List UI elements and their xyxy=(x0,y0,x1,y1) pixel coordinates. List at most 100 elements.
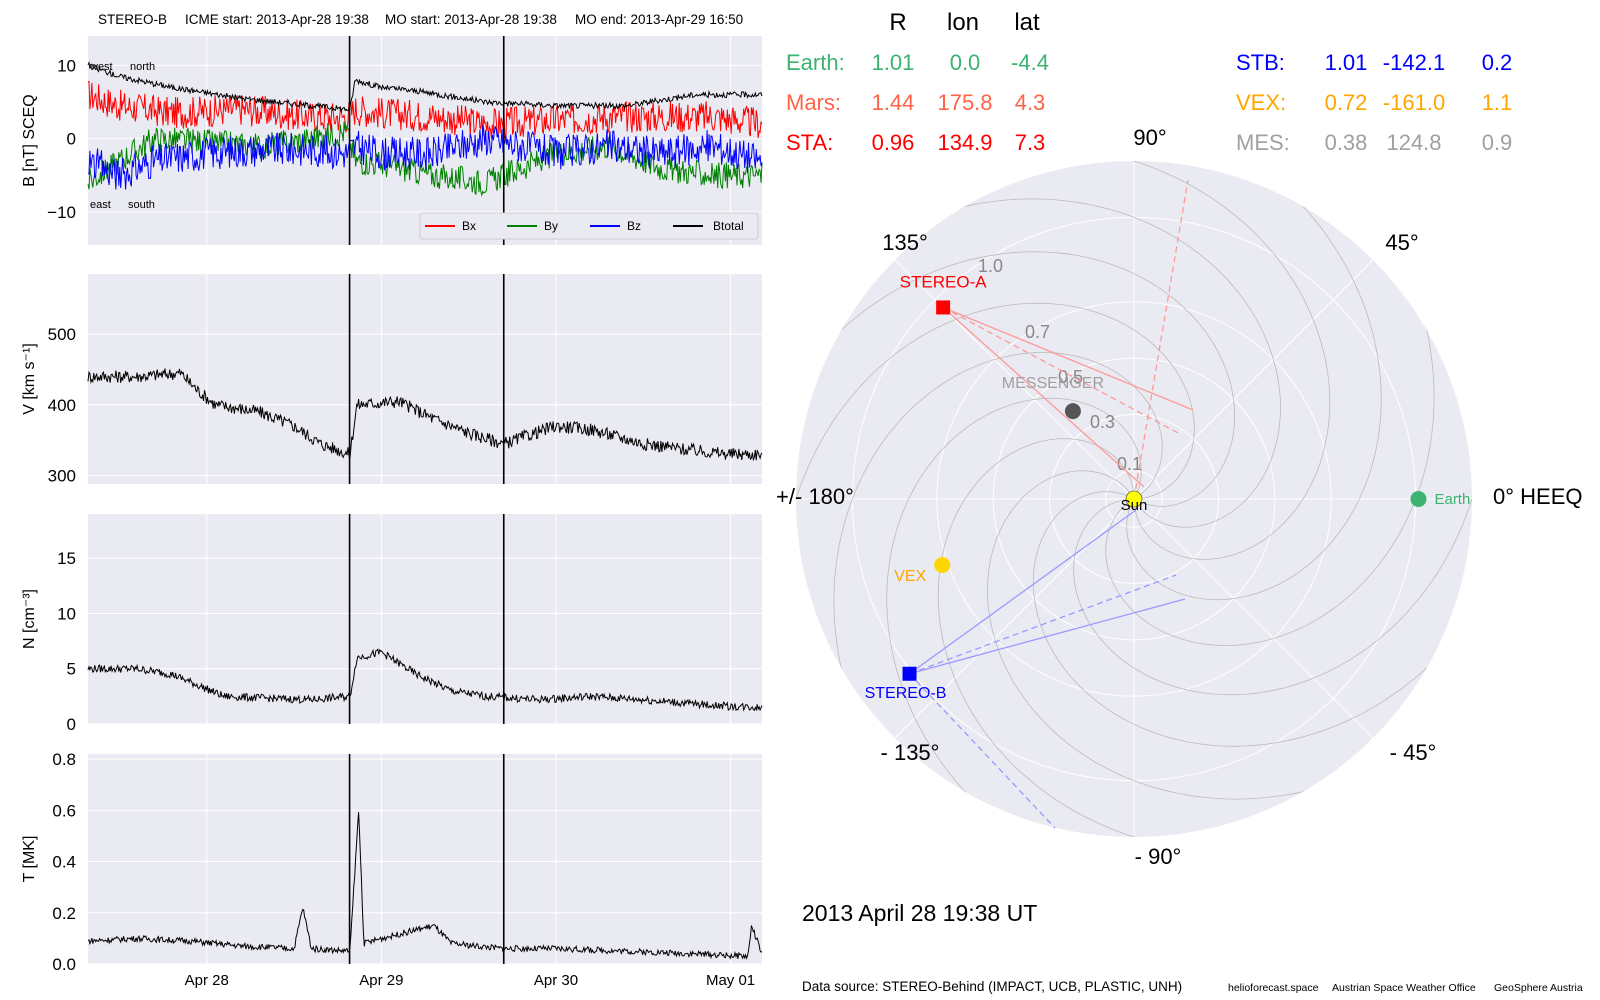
polar-r-tick-label: 0.3 xyxy=(1090,412,1115,432)
series-line-Bz xyxy=(88,124,763,190)
body-label-earth: Earth xyxy=(1434,491,1470,508)
stb-line xyxy=(909,598,1186,675)
polar-angle-label: - 45° xyxy=(1390,740,1437,765)
x-tick-label: Apr 28 xyxy=(185,972,229,989)
y-tick-label: 0.4 xyxy=(52,853,76,872)
spiral-line xyxy=(987,470,1394,800)
polar-r-tick-label: 0.5 xyxy=(1058,367,1083,387)
table-lon-sta: 134.9 xyxy=(937,130,992,155)
panel-background xyxy=(88,754,762,964)
table-r-earth: 1.01 xyxy=(872,50,915,75)
legend: Bx By Bz Btotal xyxy=(419,212,759,240)
y-tick-label: 0.0 xyxy=(52,955,76,974)
table-r-vex: 0.72 xyxy=(1325,90,1368,115)
table-r-mes: 0.38 xyxy=(1325,130,1368,155)
y-tick-label: 15 xyxy=(57,549,76,568)
x-tick-label: Apr 30 xyxy=(534,972,578,989)
body-marker-vex xyxy=(934,557,951,574)
y-tick-label: 0 xyxy=(67,715,76,734)
body-label-sun: Sun xyxy=(1121,497,1148,514)
y-tick-label: 10 xyxy=(57,56,76,75)
spiral-line xyxy=(796,251,1236,507)
series-line-temperature xyxy=(87,812,763,960)
y-tick-label: 300 xyxy=(48,467,76,486)
body-label-stereo-b: STEREO-B xyxy=(865,685,947,702)
spiral-line xyxy=(1105,239,1435,646)
y-axis-label: T [MK] xyxy=(21,836,38,883)
y-tick-label: 400 xyxy=(48,396,76,415)
spiral-line xyxy=(874,198,1281,528)
table-label-vex: VEX: xyxy=(1236,90,1286,115)
spiral-line xyxy=(886,397,1142,837)
y-tick-label: −10 xyxy=(47,203,76,222)
parker-spirals xyxy=(796,161,1472,837)
table-lon-mars: 175.8 xyxy=(937,90,992,115)
body-marker-sun xyxy=(1125,490,1143,508)
connection-lines xyxy=(909,179,1194,829)
body-stereo-b: STEREO-B xyxy=(865,666,947,702)
sta-line-outer xyxy=(1133,179,1189,500)
table-lon-earth: 0.0 xyxy=(950,50,981,75)
table-lat-earth: -4.4 xyxy=(1011,50,1049,75)
polar-angle-label: 90° xyxy=(1133,125,1166,150)
body-marker-stereo-b xyxy=(902,666,917,681)
panel-speed: 500 400 300 V [km s⁻¹] xyxy=(21,274,763,486)
stb-line-sun xyxy=(909,509,1137,675)
panel-density: 15 10 5 0 N [cm⁻³] xyxy=(21,514,763,734)
x-tick-label: May 01 xyxy=(706,972,755,989)
spiral-line xyxy=(937,438,1229,837)
table-header-lat: lat xyxy=(1014,9,1040,36)
body-label-vex: VEX xyxy=(894,568,926,585)
table-label-stb: STB: xyxy=(1236,50,1285,75)
panel-temperature: 0.8 0.6 0.4 0.2 0.0 Apr 28 Apr 29 Apr 30 May 01 T… xyxy=(21,750,763,989)
sta-line xyxy=(942,306,1194,411)
stb-line-dashed xyxy=(909,574,1177,675)
spiral-line xyxy=(1039,161,1331,560)
annotation-west: west xyxy=(89,61,113,73)
credit-geosphere: GeoSphere Austria xyxy=(1494,982,1583,994)
x-tick-label: Apr 29 xyxy=(359,972,403,989)
y-tick-label: 0.8 xyxy=(52,750,76,769)
body-label-stereo-a: STEREO-A xyxy=(900,272,988,291)
polar-angle-label: - 90° xyxy=(1135,844,1182,869)
polar-angle-label: +/- 180° xyxy=(776,484,854,509)
table-lat-mes: 0.9 xyxy=(1482,130,1513,155)
table-label-mes: MES: xyxy=(1236,130,1290,155)
spiral-line xyxy=(1126,161,1382,601)
polar-grid-spoke xyxy=(1133,498,1374,739)
annotation-south: south xyxy=(128,199,155,211)
table-r-mars: 1.44 xyxy=(872,90,915,115)
table-header-lon: lon xyxy=(947,9,979,36)
data-source: Data source: STEREO-Behind (IMPACT, UCB,… xyxy=(802,979,1182,994)
body-earth: Earth xyxy=(1410,491,1470,508)
table-lon-vex: -161.0 xyxy=(1383,90,1445,115)
body-marker-earth xyxy=(1410,491,1427,507)
spiral-line xyxy=(833,352,1163,759)
annotation-north: north xyxy=(130,61,155,73)
credit-helioforecast: helioforecast.space xyxy=(1228,982,1319,994)
panel-background xyxy=(88,274,762,484)
polar-grid-spoke xyxy=(894,498,1135,739)
table-r-stb: 1.01 xyxy=(1325,50,1368,75)
header-icme-start: ICME start: 2013-Apr-28 19:38 xyxy=(185,12,369,27)
body-stereo-a: STEREO-A xyxy=(900,272,988,315)
stb-line-outer xyxy=(909,673,1056,829)
legend-label-By: By xyxy=(544,219,558,233)
table-lat-sta: 7.3 xyxy=(1015,130,1046,155)
timestamp: 2013 April 28 19:38 UT xyxy=(802,900,1037,926)
series-line-density xyxy=(87,648,763,712)
header-spacecraft: STEREO-B xyxy=(98,12,167,27)
table-lon-stb: -142.1 xyxy=(1383,50,1445,75)
spiral-line xyxy=(1032,491,1472,747)
series-line-Btotal xyxy=(87,61,763,114)
y-tick-label: 0 xyxy=(67,130,76,149)
table-label-mars: Mars: xyxy=(786,90,841,115)
polar-grid-spoke xyxy=(894,259,1135,500)
polar-r-tick-label: 0.1 xyxy=(1117,454,1142,474)
table-label-sta: STA: xyxy=(786,130,833,155)
body-messenger: MESSENGER xyxy=(1002,375,1104,420)
